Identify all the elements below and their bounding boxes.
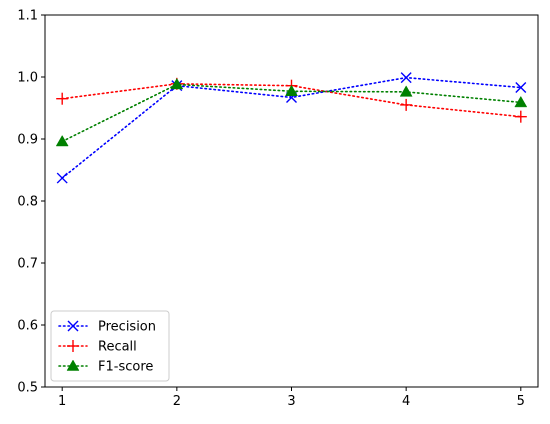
legend-marker-precision (67, 320, 79, 332)
y-tick-label: 0.5 (17, 381, 38, 396)
x-tick-label: 2 (173, 394, 181, 409)
x-tick-label: 1 (58, 394, 66, 409)
legend-label-precision: Precision (98, 320, 156, 335)
series-recall (56, 77, 527, 123)
series-f1-score (55, 77, 528, 147)
data-point-precision (515, 82, 527, 94)
legend-entry-recall: Recall (58, 340, 137, 355)
data-point-f1-score (514, 95, 528, 108)
x-axis: 1 2 3 4 5 (58, 387, 525, 409)
data-point-recall (514, 110, 527, 123)
y-tick-label: 1.0 (17, 71, 38, 86)
data-point-precision (400, 72, 412, 84)
data-point-f1-score (170, 77, 184, 90)
legend-label-f1-score: F1-score (98, 360, 153, 375)
legend-marker-f1-score (66, 359, 80, 371)
data-point-f1-score (285, 84, 298, 97)
data-point-f1-score (55, 134, 69, 147)
legend-entry-f1-score: F1-score (58, 359, 153, 375)
y-tick-label: 0.6 (17, 319, 38, 334)
legend: Precision Recall F1-score (50, 310, 170, 382)
legend-entry-precision: Precision (58, 320, 156, 335)
data-point-recall (56, 92, 69, 105)
data-point-recall (400, 98, 413, 111)
data-point-precision (56, 172, 68, 184)
y-axis: 0.5 0.6 0.7 0.8 0.9 1.0 1.1 (17, 9, 45, 396)
legend-box (50, 310, 170, 382)
x-tick-label: 3 (287, 394, 295, 409)
x-tick-label: 5 (517, 394, 525, 409)
y-tick-label: 0.7 (17, 257, 38, 272)
y-tick-label: 0.9 (17, 133, 38, 148)
data-point-f1-score (399, 85, 413, 97)
legend-marker-recall (67, 340, 79, 352)
y-tick-label: 1.1 (17, 9, 38, 24)
legend-label-recall: Recall (98, 340, 137, 355)
x-tick-label: 4 (402, 394, 410, 409)
y-tick-label: 0.8 (17, 195, 38, 210)
